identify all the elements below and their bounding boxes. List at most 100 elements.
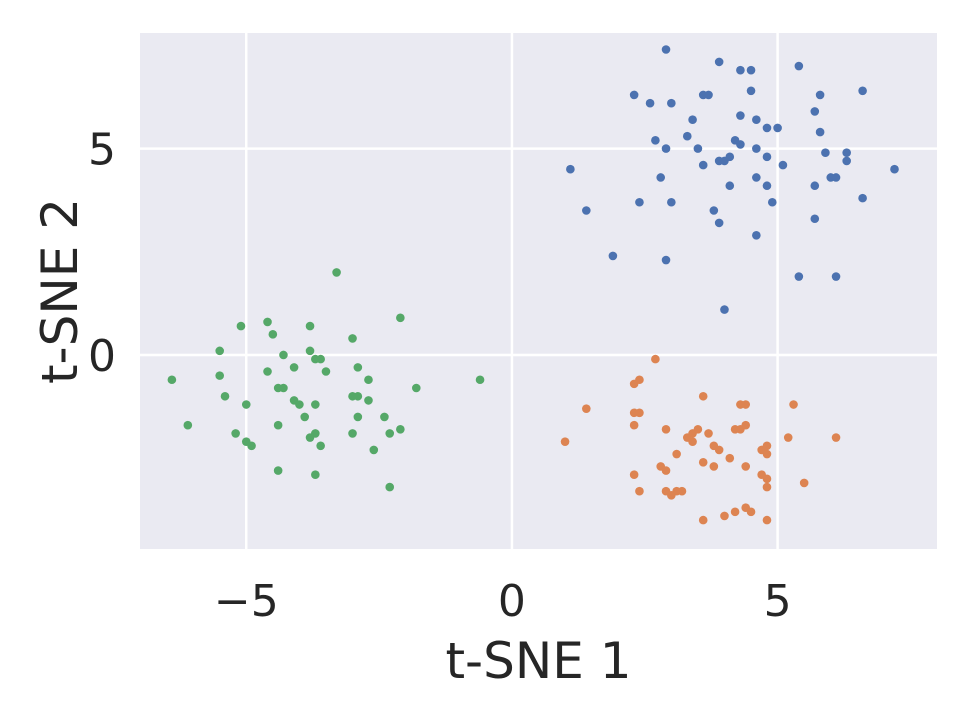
data-point — [698, 160, 708, 170]
data-point — [704, 90, 713, 100]
data-point — [279, 383, 288, 393]
data-point — [316, 441, 325, 451]
data-point — [651, 136, 660, 145]
data-point — [709, 206, 719, 215]
data-point — [348, 429, 357, 438]
data-point — [263, 317, 272, 327]
series-1 — [560, 354, 841, 525]
series-0 — [566, 45, 899, 314]
data-point — [767, 197, 777, 207]
y-tick-label: 5 — [88, 125, 116, 176]
data-point — [667, 197, 676, 207]
x-tick-label: −5 — [214, 576, 279, 627]
data-point — [741, 462, 751, 471]
data-point — [746, 86, 756, 96]
data-point — [698, 391, 708, 401]
data-point — [279, 350, 288, 360]
data-point — [661, 466, 671, 475]
data-point — [698, 515, 708, 525]
data-point — [794, 61, 804, 71]
data-point — [364, 396, 373, 405]
data-point — [746, 65, 756, 75]
data-point — [629, 470, 639, 479]
data-point — [645, 98, 655, 108]
data-point — [268, 330, 278, 339]
data-point — [698, 458, 708, 467]
data-point — [300, 412, 310, 422]
data-point — [582, 404, 591, 413]
y-axis-label: t-SNE 2 — [31, 198, 89, 384]
data-point — [321, 367, 331, 376]
data-point — [661, 255, 671, 265]
data-point — [582, 206, 591, 215]
data-point — [831, 433, 841, 442]
x-tick-labels: −5 0 5 — [214, 576, 792, 627]
data-point — [693, 144, 703, 153]
data-point — [475, 375, 485, 385]
data-point — [783, 433, 793, 442]
data-point — [799, 478, 809, 488]
plot-area — [140, 33, 937, 549]
data-point — [730, 507, 740, 517]
data-point — [736, 140, 745, 149]
data-point — [752, 115, 761, 124]
data-point — [305, 346, 315, 356]
data-point — [842, 156, 851, 166]
data-point — [741, 420, 751, 430]
data-point — [762, 152, 772, 162]
data-point — [815, 90, 825, 100]
data-point — [353, 391, 363, 401]
data-point — [736, 111, 745, 120]
data-point — [752, 144, 761, 153]
y-tick-labels: 05 — [88, 125, 116, 382]
data-point — [635, 197, 644, 207]
data-point — [273, 420, 283, 430]
data-point — [651, 354, 660, 364]
data-point — [215, 346, 224, 356]
data-point — [720, 511, 729, 521]
data-point — [236, 321, 246, 331]
data-point — [810, 107, 820, 116]
data-point — [167, 375, 177, 385]
data-point — [396, 424, 405, 434]
data-point — [746, 507, 756, 517]
data-point — [220, 391, 230, 401]
data-point — [762, 449, 772, 459]
data-point — [385, 482, 395, 492]
data-point — [369, 445, 379, 455]
data-point — [714, 445, 724, 455]
data-point — [353, 412, 363, 422]
data-point — [305, 433, 315, 442]
data-point — [661, 144, 671, 153]
data-point — [762, 181, 772, 191]
data-point — [789, 400, 798, 409]
data-point — [688, 115, 697, 124]
data-points — [167, 45, 899, 525]
data-point — [332, 268, 341, 277]
data-point — [385, 429, 395, 438]
data-point — [635, 408, 644, 418]
y-tick-label: 0 — [88, 331, 116, 382]
data-point — [778, 160, 788, 170]
data-point — [831, 272, 841, 281]
data-point — [682, 131, 692, 141]
data-point — [794, 272, 804, 281]
data-point — [725, 453, 735, 463]
data-point — [411, 383, 421, 393]
data-point — [289, 363, 299, 372]
data-point — [762, 482, 772, 492]
data-point — [714, 57, 724, 67]
data-point — [348, 334, 357, 343]
data-point — [752, 230, 761, 240]
data-point — [311, 354, 320, 364]
data-point — [677, 486, 687, 496]
data-point — [773, 123, 782, 133]
series-2 — [167, 268, 485, 492]
data-point — [305, 321, 315, 331]
data-point — [736, 65, 745, 75]
data-point — [560, 437, 570, 446]
data-point — [810, 181, 820, 191]
data-point — [656, 173, 666, 182]
data-point — [762, 474, 772, 484]
